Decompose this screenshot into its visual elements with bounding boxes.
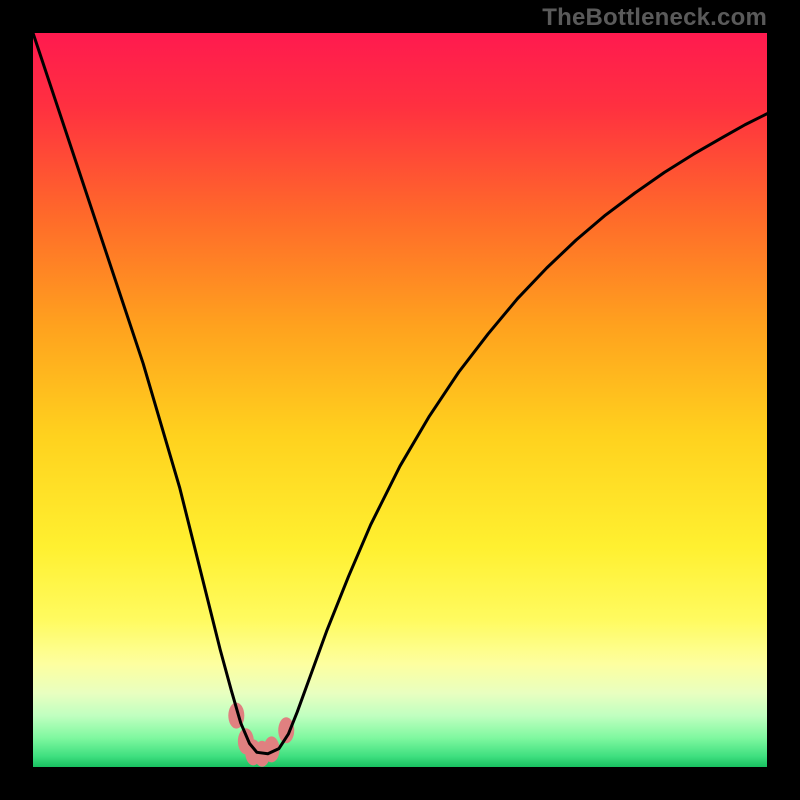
chart-frame: TheBottleneck.com [0, 0, 800, 800]
bottleneck-curve [33, 33, 767, 767]
watermark-text: TheBottleneck.com [542, 4, 767, 32]
plot-area [33, 33, 767, 767]
